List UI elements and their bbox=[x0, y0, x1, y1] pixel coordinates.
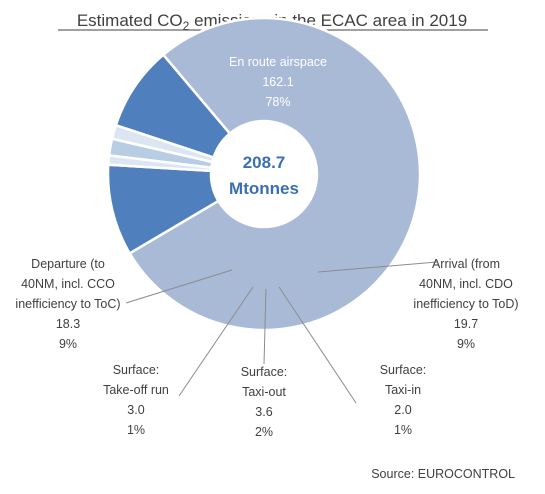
slice-name-surface-taxi-out: Taxi-out bbox=[242, 385, 286, 399]
slice-labels: En route airspace 162.1 78% Arrival (from 40… bbox=[15, 55, 518, 439]
slice-name-surface-take-off-run: Take-off run bbox=[103, 383, 169, 397]
slice-label-arrival: Arrival (from 40NM, incl. CDO inefficiency… bbox=[413, 257, 518, 351]
slice-label-surface-taxi-out: Surface: Taxi-out 3.6 2% bbox=[241, 365, 288, 439]
slice-name-surface-take-off-run: Surface: bbox=[113, 363, 160, 377]
donut-slice-en-route-airspace bbox=[127, 16, 422, 332]
leader-line-surface-take-off-run bbox=[178, 286, 254, 397]
slice-value-en-route-airspace: 162.1 bbox=[262, 75, 293, 89]
slice-percent-arrival: 9% bbox=[457, 337, 475, 351]
slice-value-surface-take-off-run: 3.0 bbox=[127, 403, 144, 417]
leader-line-surface-taxi-in bbox=[278, 286, 357, 404]
slice-value-surface-taxi-in: 2.0 bbox=[394, 403, 411, 417]
donut-slices bbox=[106, 16, 422, 332]
slice-name-arrival: 40NM, incl. CDO bbox=[419, 277, 513, 291]
slice-label-en-route-airspace: En route airspace 162.1 78% bbox=[229, 55, 327, 109]
leader-line-arrival bbox=[317, 261, 438, 273]
center-total-unit: Mtonnes bbox=[229, 179, 299, 198]
slice-label-surface-take-off-run: Surface: Take-off run 3.0 1% bbox=[103, 363, 169, 437]
leader-lines bbox=[125, 261, 438, 404]
slice-percent-surface-taxi-out: 2% bbox=[255, 425, 273, 439]
slice-name-departure: 40NM, incl. CCO bbox=[21, 277, 115, 291]
slice-percent-en-route-airspace: 78% bbox=[265, 95, 290, 109]
source-note: Source: EUROCONTROL bbox=[371, 467, 515, 481]
chart-title-subscript: 2 bbox=[183, 19, 190, 33]
slice-label-departure: Departure (to 40NM, incl. CCO inefficiency… bbox=[15, 257, 120, 351]
slice-value-departure: 18.3 bbox=[56, 317, 80, 331]
slice-name-surface-taxi-in: Surface: bbox=[380, 363, 427, 377]
leader-line-departure bbox=[125, 269, 233, 304]
leader-line-surface-taxi-out bbox=[263, 288, 267, 365]
slice-percent-surface-taxi-in: 1% bbox=[394, 423, 412, 437]
slice-name-arrival: inefficiency to ToD) bbox=[413, 297, 518, 311]
slice-value-surface-taxi-out: 3.6 bbox=[255, 405, 272, 419]
chart-title-prefix: Estimated CO bbox=[77, 11, 183, 30]
slice-percent-surface-take-off-run: 1% bbox=[127, 423, 145, 437]
slice-name-en-route-airspace: En route airspace bbox=[229, 55, 327, 69]
slice-name-arrival: Arrival (from bbox=[432, 257, 500, 271]
center-total-value: 208.7 bbox=[243, 153, 286, 172]
slice-value-arrival: 19.7 bbox=[454, 317, 478, 331]
donut-slice-departure bbox=[114, 53, 232, 159]
slice-name-departure: inefficiency to ToC) bbox=[15, 297, 120, 311]
slice-name-surface-taxi-out: Surface: bbox=[241, 365, 288, 379]
slice-percent-departure: 9% bbox=[59, 337, 77, 351]
slice-label-surface-taxi-in: Surface: Taxi-in 2.0 1% bbox=[380, 363, 427, 437]
slice-name-surface-taxi-in: Taxi-in bbox=[385, 383, 421, 397]
slice-name-departure: Departure (to bbox=[31, 257, 105, 271]
